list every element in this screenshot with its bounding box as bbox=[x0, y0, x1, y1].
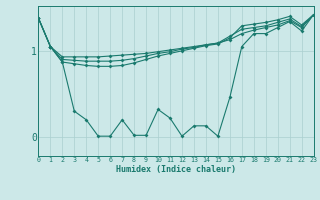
X-axis label: Humidex (Indice chaleur): Humidex (Indice chaleur) bbox=[116, 165, 236, 174]
